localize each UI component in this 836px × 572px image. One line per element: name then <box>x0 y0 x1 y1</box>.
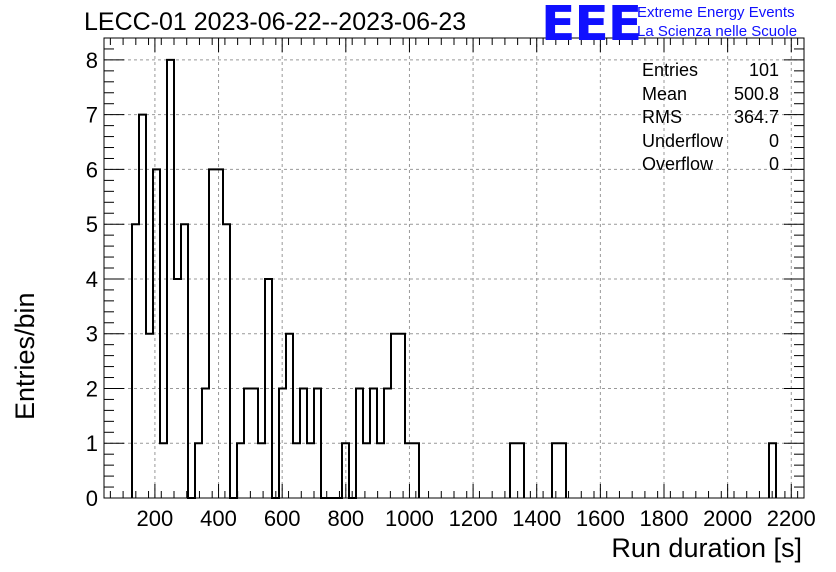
y-tick-label: 6 <box>86 157 98 182</box>
y-tick-label: 5 <box>86 212 98 237</box>
stats-box: Entries 101 Mean 500.8 RMS 364.7 Underfl… <box>642 59 779 177</box>
x-tick-label: 2000 <box>703 506 752 531</box>
stat-overflow: Overflow 0 <box>642 153 779 177</box>
y-tick-label: 4 <box>86 267 98 292</box>
axis-ticks <box>104 38 804 499</box>
stat-label: Underflow <box>642 130 724 151</box>
x-tick-label: 1600 <box>576 506 625 531</box>
x-tick-label: 600 <box>264 506 301 531</box>
x-tick-label: 400 <box>200 506 237 531</box>
x-tick-label: 1800 <box>640 506 689 531</box>
y-tick-label: 8 <box>86 48 98 73</box>
stat-value: 0 <box>768 130 779 151</box>
y-tick-label: 7 <box>86 103 98 128</box>
logo-text: Extreme Energy Events La Scienza nelle S… <box>637 3 797 41</box>
stat-underflow: Underflow 0 <box>642 130 779 154</box>
x-axis-label: Run duration [s] <box>611 533 802 563</box>
x-tick-label: 1400 <box>512 506 561 531</box>
x-tick-label: 1200 <box>449 506 498 531</box>
stat-entries: Entries 101 <box>642 59 779 83</box>
y-tick-label: 2 <box>86 376 98 401</box>
x-tick-label: 800 <box>327 506 364 531</box>
eee-logo: EEE <box>541 0 642 52</box>
grid-lines <box>104 38 804 498</box>
stat-label: Entries <box>642 60 699 80</box>
stat-rms: RMS 364.7 <box>642 106 779 130</box>
chart-title: LECC-01 2023-06-22--2023-06-23 <box>84 8 467 36</box>
y-tick-label: 1 <box>86 431 98 456</box>
y-axis-label: Entries/bin <box>10 292 40 420</box>
histogram-outline <box>131 58 420 499</box>
x-tick-label: 1000 <box>385 506 434 531</box>
histogram-extra-bins <box>509 442 777 498</box>
histogram-bin <box>551 442 567 498</box>
x-tick-label: 2200 <box>767 506 816 531</box>
x-tick-label: 200 <box>137 506 174 531</box>
stat-label: Overflow <box>642 154 714 174</box>
y-tick-label: 0 <box>86 486 98 511</box>
stat-value: 500.8 <box>733 83 779 104</box>
stat-value: 0 <box>768 154 779 174</box>
histogram-bin <box>768 442 777 498</box>
histogram-bin <box>509 442 525 498</box>
stat-value: 364.7 <box>733 107 779 127</box>
stat-label: RMS <box>642 107 682 127</box>
y-tick-label: 3 <box>86 322 98 347</box>
logo-line-2: La Scienza nelle Scuole <box>637 23 798 40</box>
stat-value: 101 <box>748 60 779 80</box>
tick-labels: 200 400 600 800 1000 1200 1400 1600 1800 2000 2200… <box>86 48 816 531</box>
stat-mean: Mean 500.8 <box>642 83 779 107</box>
stat-label: Mean <box>642 83 688 104</box>
logo-line-1: Extreme Energy Events <box>637 4 795 21</box>
